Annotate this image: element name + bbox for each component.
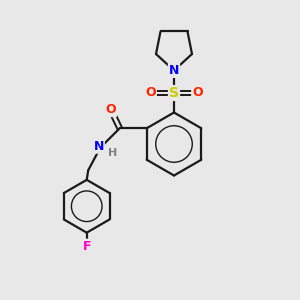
- Text: O: O: [192, 86, 203, 100]
- Text: H: H: [108, 148, 117, 158]
- Text: N: N: [94, 140, 104, 153]
- Text: F: F: [82, 240, 91, 253]
- Text: O: O: [145, 86, 156, 100]
- Text: S: S: [169, 86, 179, 100]
- Text: N: N: [169, 64, 179, 77]
- Text: O: O: [105, 103, 116, 116]
